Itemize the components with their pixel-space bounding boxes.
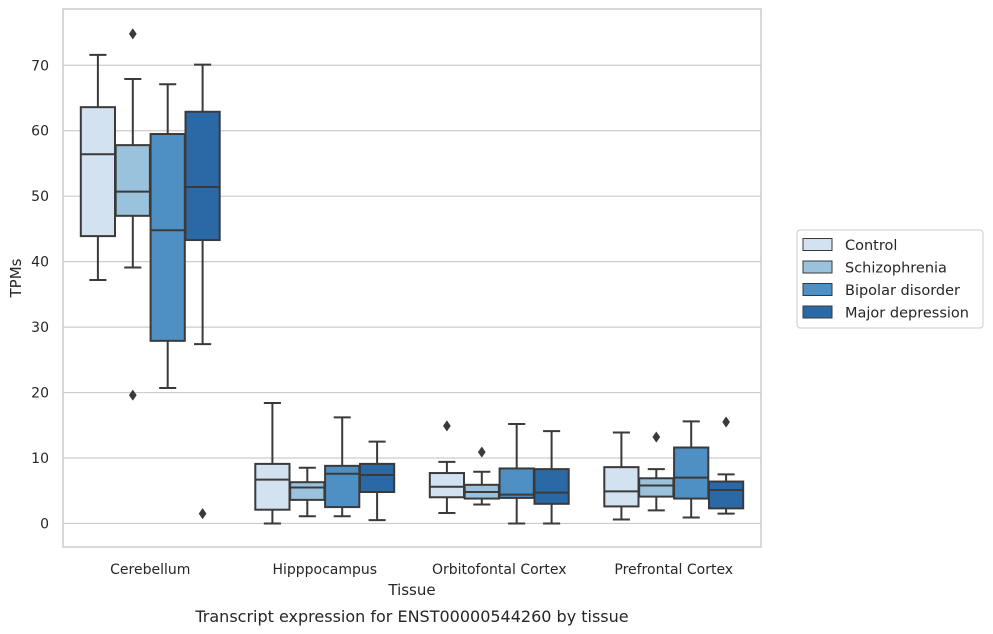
legend-frame [796,229,984,329]
box-group [79,53,117,281]
box [638,477,675,498]
outlier-point [652,431,661,443]
figure-caption: Transcript expression for ENST0000054426… [194,607,628,626]
x-tick-label: Hipppocampus [272,562,377,578]
plot-frame [62,8,762,548]
box [498,467,535,499]
box [184,110,221,242]
box [79,106,117,238]
legend-label: Schizophrenia [845,261,947,277]
legend-label: Bipolar disorder [845,283,960,299]
box [254,462,291,511]
legend-swatch [802,305,833,319]
box [533,468,570,505]
legend-swatch [802,283,833,296]
box [673,446,710,500]
x-tick-labels: Cerebellum Hipppocampus Orbitofontal Corte… [110,562,733,578]
outlier-point [128,28,137,40]
x-axis-label: Tissue [387,581,435,599]
y-tick-label: 70 [31,58,49,74]
outlier-point [722,416,731,428]
outlier-point [128,389,137,401]
box [149,133,186,342]
box-group [498,422,535,525]
box-group [707,416,745,515]
box-groups [79,28,745,525]
box-group [428,420,466,514]
box [289,481,326,501]
outlier-point [477,446,486,458]
box-group [603,431,640,521]
box [603,466,640,508]
y-tick-label: 0 [40,516,49,532]
box-group [184,63,221,520]
box-group [114,28,151,401]
y-tick-label: 60 [31,124,49,140]
legend-swatch [802,238,833,251]
y-tick-label: 20 [31,386,49,402]
box-group [533,430,570,525]
legend-label: Control [845,238,897,254]
y-tick-label: 30 [31,320,49,336]
box [114,144,151,217]
y-tick-labels: 0 10 20 30 40 50 60 70 [31,58,49,532]
box-group [149,83,186,389]
box [707,480,745,510]
x-tick-label: Cerebellum [110,562,190,578]
outlier-point [442,420,451,432]
y-axis-label: TPMs [7,258,25,298]
x-tick-label: Prefrontal Cortex [614,562,733,578]
box [358,462,396,494]
box-group [358,440,396,522]
legend-swatch [802,260,833,274]
box-group [254,402,291,525]
x-tick-label: Orbitofontal Cortex [432,562,567,578]
box [428,472,466,499]
y-tick-label: 50 [31,189,49,205]
legend: Control Schizophrenia Bipolar disorder Majo… [796,229,984,329]
box [324,464,361,509]
box-group [673,420,710,519]
y-tick-label: 10 [31,451,49,467]
legend-label: Major depression [845,306,969,322]
y-tick-label: 40 [31,255,49,271]
outlier-point [198,507,207,520]
